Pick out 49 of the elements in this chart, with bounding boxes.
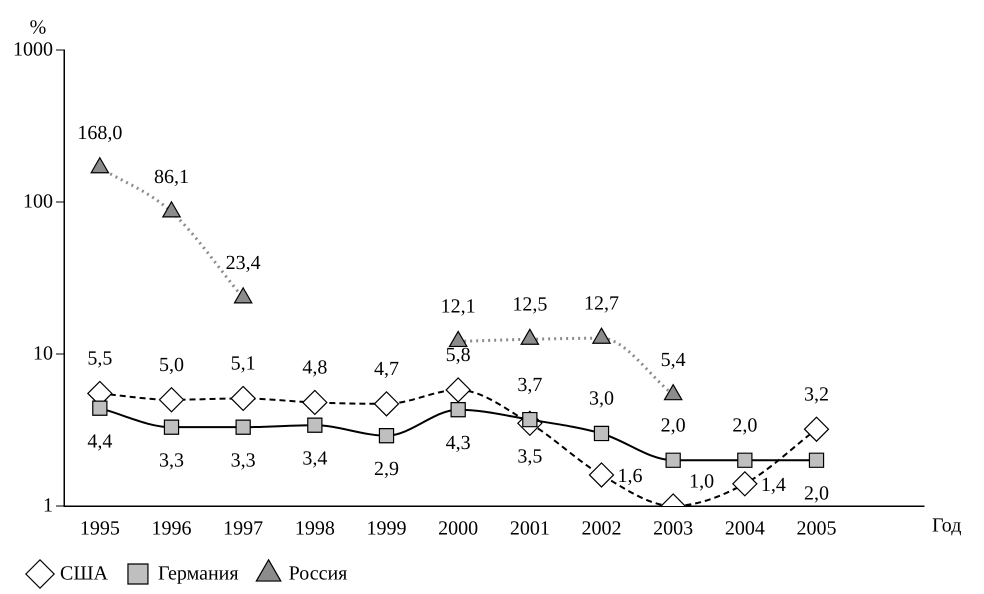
data-label: 1,4	[760, 474, 786, 496]
x-tick-label: 1995	[80, 517, 120, 540]
data-label: 3,5	[517, 446, 542, 468]
x-tick-label: 2002	[582, 517, 622, 540]
y-tick-label: 1000	[13, 38, 53, 60]
x-tick-label: 1998	[294, 517, 335, 540]
data-label: 4,4	[87, 430, 112, 452]
legend-label: США	[60, 562, 109, 584]
data-label: 3,2	[804, 383, 829, 406]
data-label: 4,8	[302, 356, 328, 379]
data-label: 168,0	[77, 122, 122, 144]
data-label: 3,3	[159, 449, 184, 472]
data-label: 5,0	[159, 354, 184, 376]
legend-label: Германия	[158, 562, 239, 584]
data-label: 4,3	[446, 432, 471, 454]
data-label: 12,5	[512, 294, 548, 316]
data-label: 2,0	[732, 414, 758, 436]
data-label: 5,8	[446, 344, 471, 366]
x-tick-label: 2005	[796, 517, 836, 540]
y-axis-title: %	[30, 16, 46, 38]
data-label: 5,5	[87, 348, 112, 370]
y-tick-label: 10	[33, 342, 53, 364]
data-label: 3,3	[230, 449, 256, 472]
data-label: 3,0	[589, 388, 614, 410]
x-tick-label: 2003	[653, 517, 694, 540]
x-tick-label: 1997	[223, 517, 264, 540]
data-label: 2,9	[374, 458, 399, 480]
legend-label: Россия	[288, 562, 348, 584]
x-tick-label: 2000	[438, 517, 478, 540]
data-label: 1,0	[689, 470, 714, 492]
x-tick-label: 1996	[152, 517, 192, 540]
data-label: 23,4	[226, 252, 261, 274]
x-tick-label: 1999	[366, 517, 406, 540]
data-label: 5,1	[230, 352, 256, 375]
data-label: 12,7	[584, 292, 619, 314]
x-tick-label: 2001	[510, 517, 550, 540]
data-label: 12,1	[440, 296, 476, 318]
y-tick-label: 1	[43, 494, 53, 516]
x-axis-title: Год	[932, 514, 962, 536]
data-label: 86,1	[154, 166, 189, 188]
data-label: 4,7	[374, 358, 399, 380]
data-label: 2,0	[660, 414, 686, 436]
y-tick-label: 100	[23, 190, 53, 212]
data-label: 1,6	[618, 465, 642, 488]
x-tick-label: 2004	[724, 517, 765, 540]
data-label: 2,0	[804, 482, 829, 504]
data-label: 5,4	[660, 348, 686, 371]
data-label: 3,7	[517, 374, 542, 396]
data-label: 3,4	[302, 447, 328, 470]
